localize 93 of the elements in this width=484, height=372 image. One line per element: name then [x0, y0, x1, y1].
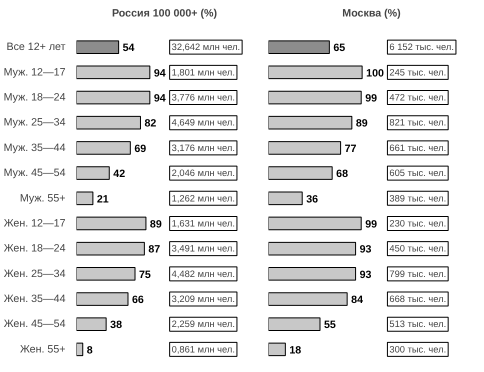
bar	[268, 342, 286, 356]
bar	[268, 267, 356, 281]
data-label: 21	[96, 193, 109, 206]
bar	[76, 166, 110, 180]
data-label: 68	[336, 168, 348, 180]
text: 230 тыс. чел.	[389, 218, 446, 228]
text: 32,642 млн чел.	[172, 42, 240, 52]
data-label: 99	[365, 218, 378, 230]
y-tick-label: Жен. 35—44	[4, 293, 66, 306]
text: 0,861 млн чел.	[172, 344, 235, 354]
y-tick-label: Муж. 45—54	[4, 167, 66, 180]
bar	[268, 216, 362, 230]
bar	[268, 292, 348, 306]
bar	[76, 90, 150, 104]
data-label: 87	[148, 244, 160, 256]
text: 4,482 млн чел.	[172, 268, 235, 279]
bar	[268, 116, 352, 130]
bar	[76, 66, 150, 80]
text: 472 тыс. чел.	[389, 92, 446, 103]
y-tick-label: Жен. 12—17	[4, 217, 66, 230]
bar	[268, 90, 362, 104]
data-label: 77	[344, 142, 357, 155]
data-label: 93	[360, 244, 372, 256]
text: 1,631 млн чел.	[172, 218, 235, 228]
y-tick-label: Муж. 25—34	[4, 116, 66, 129]
bar	[268, 317, 320, 331]
y-tick-label: Жен. 55+	[20, 343, 66, 356]
data-label: 42	[113, 168, 126, 180]
text: 300 тыс. чел.	[389, 344, 446, 354]
bar	[76, 141, 131, 155]
y-tick-label: Муж. 18—24	[4, 92, 66, 104]
bar	[76, 40, 120, 54]
text: 3,209 млн чел.	[172, 294, 235, 304]
data-label: 100	[366, 67, 384, 80]
bar	[268, 141, 342, 155]
data-label: 36	[306, 193, 318, 206]
y-tick-label: Жен. 18—24	[4, 242, 66, 255]
data-label: 93	[360, 268, 372, 281]
bar	[76, 242, 145, 256]
data-label: 54	[122, 42, 135, 54]
data-label: 89	[356, 118, 368, 130]
data-label: 69	[134, 142, 146, 155]
text: 2,259 млн чел.	[172, 319, 235, 330]
text: 661 тыс. чел.	[389, 142, 446, 153]
y-tick-label: Муж. 55+	[20, 192, 66, 204]
text: 821 тыс. чел.	[389, 118, 446, 128]
text: 513 тыс. чел.	[389, 319, 446, 330]
bar	[76, 216, 146, 230]
chart-title: Россия 100 000+ (%)	[112, 8, 218, 20]
text: 605 тыс. чел.	[389, 168, 446, 178]
data-label: 99	[365, 92, 378, 105]
data-label: 55	[324, 319, 336, 332]
text: 3,491 млн чел.	[172, 244, 235, 254]
text: 799 тыс. чел.	[389, 268, 446, 279]
data-label: 38	[110, 319, 122, 332]
text: 668 тыс. чел.	[389, 294, 446, 304]
y-tick-label: Муж. 12—17	[4, 66, 66, 78]
text: 3,176 млн чел.	[172, 142, 235, 153]
bar	[76, 317, 107, 331]
text: 6 152 тыс. чел.	[389, 42, 454, 52]
data-label: 75	[139, 268, 151, 281]
bar	[268, 242, 356, 256]
y-tick-label: Жен. 45—54	[4, 318, 66, 330]
data-label: 84	[351, 294, 364, 306]
bar	[268, 66, 363, 80]
data-label: 94	[154, 67, 166, 80]
data-label: 94	[154, 92, 166, 105]
bar	[268, 166, 333, 180]
text: 450 тыс. чел.	[389, 244, 446, 254]
bar	[76, 116, 141, 130]
data-label: 8	[86, 344, 93, 356]
bar	[268, 191, 303, 206]
bar	[76, 342, 84, 356]
data-label: 89	[150, 218, 162, 230]
y-tick-label: Жен. 25—34	[4, 268, 66, 280]
bar	[76, 267, 136, 281]
data-label: 65	[333, 42, 346, 54]
bar	[76, 292, 128, 306]
chart-title: Москва (%)	[342, 8, 402, 20]
text: 3,776 млн чел.	[172, 92, 235, 103]
text: 1,262 млн чел.	[172, 193, 235, 204]
data-label: 18	[289, 344, 302, 356]
bar	[76, 191, 94, 206]
text: 245 тыс. чел.	[389, 67, 446, 78]
text: 4,649 млн чел.	[172, 118, 235, 128]
text: 1,801 млн чел.	[172, 67, 235, 78]
data-label: 82	[144, 118, 156, 130]
data-label: 66	[132, 294, 144, 306]
y-tick-label: Все 12+ лет	[6, 41, 66, 54]
text: 2,046 млн чел.	[172, 168, 235, 178]
bar	[268, 40, 330, 54]
text: 389 тыс. чел.	[389, 193, 446, 204]
y-tick-label: Муж. 35—44	[4, 142, 66, 154]
